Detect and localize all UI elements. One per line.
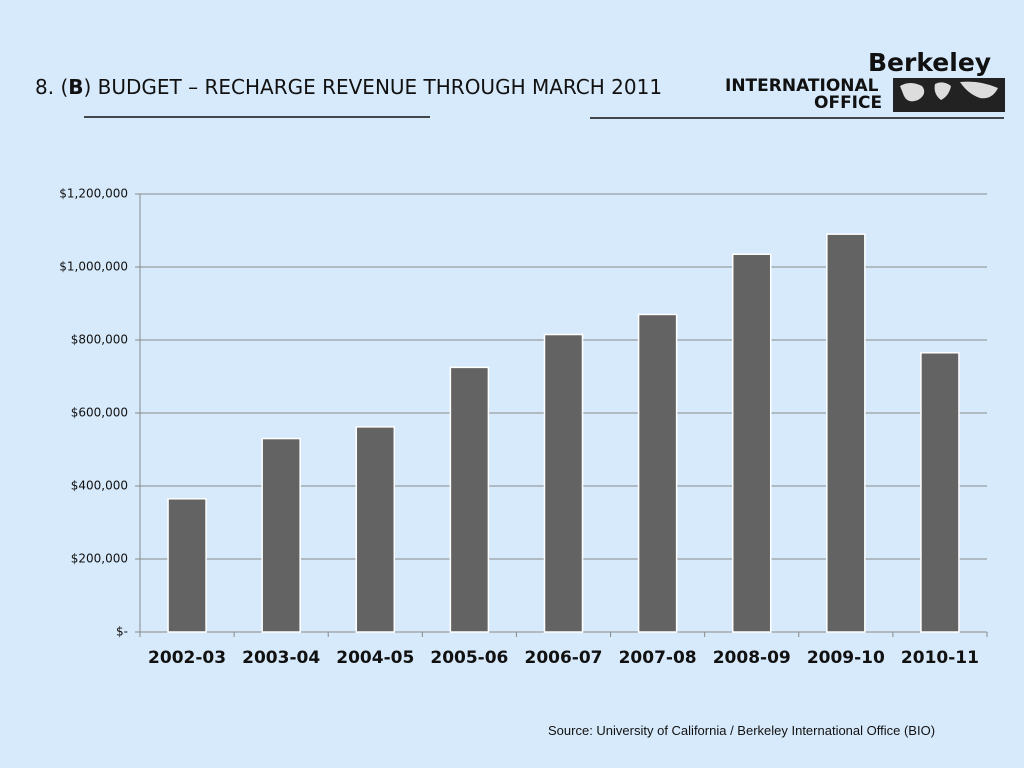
title-text: ) BUDGET – RECHARGE REVENUE THROUGH MARC… <box>83 75 663 99</box>
x-tick-label: 2002-03 <box>148 648 226 668</box>
x-tick-label: 2003-04 <box>242 648 320 668</box>
y-tick-label: $200,000 <box>71 552 128 566</box>
bar <box>355 426 396 633</box>
y-tick-label: $800,000 <box>71 333 128 347</box>
source-note: Source: University of California / Berke… <box>548 723 936 738</box>
slide-title: 8. (B) BUDGET – RECHARGE REVENUE THROUGH… <box>35 74 675 100</box>
x-tick-label: 2004-05 <box>336 648 414 668</box>
bar <box>731 253 772 633</box>
y-tick-label: $600,000 <box>71 406 128 420</box>
x-tick-label: 2007-08 <box>619 648 697 668</box>
y-tick-label: $1,200,000 <box>59 187 128 201</box>
bar <box>167 498 207 633</box>
y-tick-label: $400,000 <box>71 479 128 493</box>
x-tick-label: 2009-10 <box>807 648 885 668</box>
logo-text: OFFICE <box>814 93 883 113</box>
bar <box>920 352 960 633</box>
title-text: 8. ( <box>35 75 69 99</box>
x-tick-label: 2005-06 <box>430 648 508 668</box>
bar <box>826 233 866 633</box>
logo-map <box>893 78 1005 112</box>
logo-text: INTERNATIONAL <box>725 76 879 96</box>
x-tick-label: 2008-09 <box>713 648 791 668</box>
bar <box>449 366 490 633</box>
y-tick-label: $1,000,000 <box>59 260 128 274</box>
title-bold: B <box>68 75 84 99</box>
bar <box>543 333 584 633</box>
x-tick-label: 2010-11 <box>901 648 979 668</box>
bar <box>637 313 678 633</box>
bar <box>261 437 301 633</box>
logo-text: Berkeley <box>868 48 992 77</box>
x-tick-label: 2006-07 <box>524 648 602 668</box>
y-tick-label: $- <box>116 625 128 639</box>
